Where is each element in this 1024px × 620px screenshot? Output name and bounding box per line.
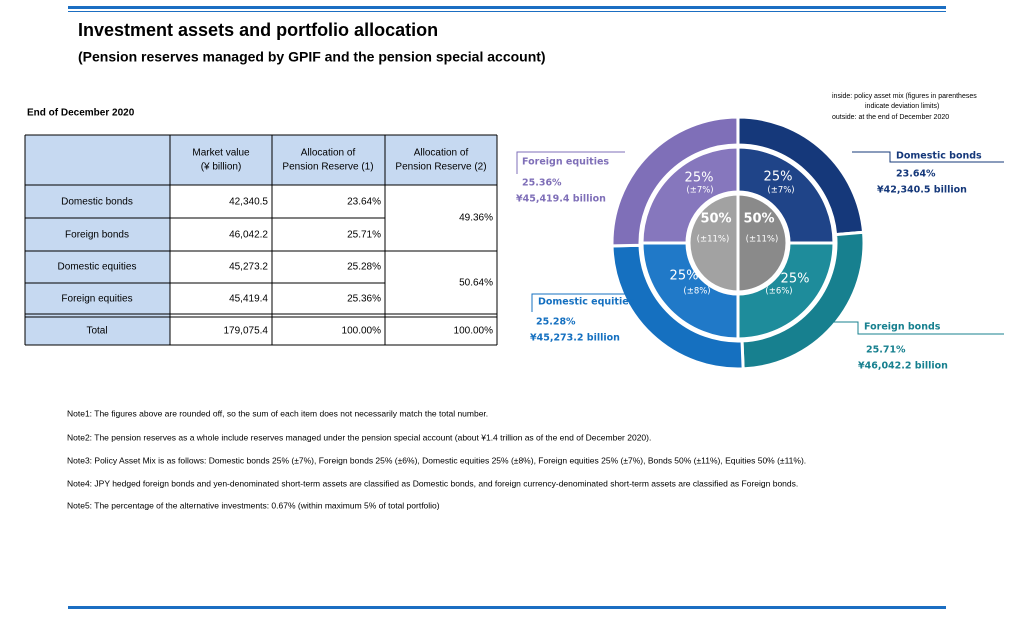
subtitle: (Pension reserves managed by GPIF and th…: [78, 49, 546, 65]
callout-amount: ¥42,340.5 billion: [877, 185, 967, 196]
row-label: Domestic equities: [58, 262, 137, 273]
table-lines: [24, 134, 498, 346]
notes: Note1: The figures above are rounded off…: [67, 408, 806, 510]
callout-value: 25.71%: [866, 345, 906, 356]
allocation: 23.64%: [347, 197, 381, 208]
row-label: Foreign bonds: [65, 230, 129, 241]
allocation: 25.36%: [347, 294, 381, 305]
top-bar-thin: [68, 11, 946, 12]
inner-segment: [640, 241, 740, 341]
callout-amount: ¥46,042.2 billion: [858, 361, 948, 372]
callout-name: Foreign bonds: [864, 322, 941, 333]
allocation: 25.28%: [347, 262, 381, 273]
donut: 25%(±7%)25%(±6%)25%(±8%)25%(±7%)50%(±11%…: [610, 115, 866, 371]
allocation: 25.71%: [347, 230, 381, 241]
callout-value: 25.28%: [536, 317, 576, 328]
legend-line: indicate deviation limits): [865, 103, 939, 110]
callout-line: [852, 151, 1004, 163]
center-segment: [687, 192, 740, 294]
note: Note1: The figures above are rounded off…: [67, 408, 488, 418]
top-bar: [68, 6, 946, 9]
inner-label: 25%: [781, 272, 810, 287]
inner-label: 25%: [685, 171, 714, 186]
total-label: Total: [86, 326, 107, 337]
total-value: 100.00%: [454, 326, 494, 337]
first-col-fill: [25, 185, 170, 345]
row-label: Foreign equities: [61, 294, 132, 305]
center-label: 50%: [700, 212, 731, 227]
legend-line: outside: at the end of December 2020: [832, 114, 949, 121]
group-value: 49.36%: [459, 213, 493, 224]
note: Note3: Policy Asset Mix is as follows: D…: [67, 455, 806, 465]
legend-line: inside: policy asset mix (figures in par…: [832, 93, 977, 100]
table: Market value (¥ billion) Allocation of P…: [24, 134, 498, 346]
total-value: 100.00%: [342, 326, 382, 337]
center-segment: [736, 192, 789, 294]
inner-label: 25%: [764, 170, 793, 185]
col-header: Market value: [192, 148, 250, 159]
callout-amount: ¥45,419.4 billion: [516, 194, 606, 205]
center-label: 50%: [743, 212, 774, 227]
col-header: Pension Reserve (2): [395, 162, 486, 173]
center-deviation: (±11%): [697, 235, 730, 245]
inner-segment: [736, 241, 836, 341]
note: Note5: The percentage of the alternative…: [67, 500, 440, 510]
col-header: Pension Reserve (1): [282, 162, 373, 173]
callout-line: [531, 293, 640, 312]
callout-amount: ¥45,273.2 billion: [530, 333, 620, 344]
callout-value: 25.36%: [522, 178, 562, 189]
total-value: 179,075.4: [224, 326, 269, 337]
col-header: Allocation of: [301, 148, 356, 159]
group-value: 50.64%: [459, 278, 493, 289]
callout-line: [825, 321, 1004, 335]
market-value: 42,340.5: [229, 197, 268, 208]
note: Note4: JPY hedged foreign bonds and yen-…: [67, 478, 798, 488]
inner-segment: [640, 145, 740, 245]
bottom-bar: [68, 606, 946, 609]
row-label: Domestic bonds: [61, 197, 133, 208]
callouts: Domestic bonds 23.64% ¥42,340.5 billion …: [516, 151, 1004, 372]
callout-line: [516, 151, 625, 174]
table-caption: End of December 2020: [27, 108, 135, 119]
market-value: 46,042.2: [229, 230, 268, 241]
title: Investment assets and portfolio allocati…: [78, 20, 438, 40]
inner-deviation: (±7%): [686, 186, 713, 196]
outer-segment: [610, 115, 740, 248]
callout-name: Domestic bonds: [896, 151, 982, 162]
inner-deviation: (±7%): [767, 186, 794, 196]
inner-segment: [736, 145, 836, 245]
col-header: Allocation of: [414, 148, 469, 159]
callout-value: 23.64%: [896, 169, 936, 180]
header-fill: [25, 135, 497, 185]
market-value: 45,273.2: [229, 262, 268, 273]
inner-deviation: (±8%): [683, 287, 710, 297]
center-deviation: (±11%): [746, 235, 779, 245]
note: Note2: The pension reserves as a whole i…: [67, 432, 651, 442]
callout-name: Domestic equities: [538, 297, 635, 308]
market-value: 45,419.4: [229, 294, 268, 305]
inner-deviation: (±6%): [765, 287, 792, 297]
chart-legend: inside: policy asset mix (figures in par…: [832, 93, 977, 121]
inner-label: 25%: [670, 269, 699, 284]
callout-name: Foreign equities: [522, 157, 609, 168]
col-header: (¥ billion): [201, 162, 242, 173]
